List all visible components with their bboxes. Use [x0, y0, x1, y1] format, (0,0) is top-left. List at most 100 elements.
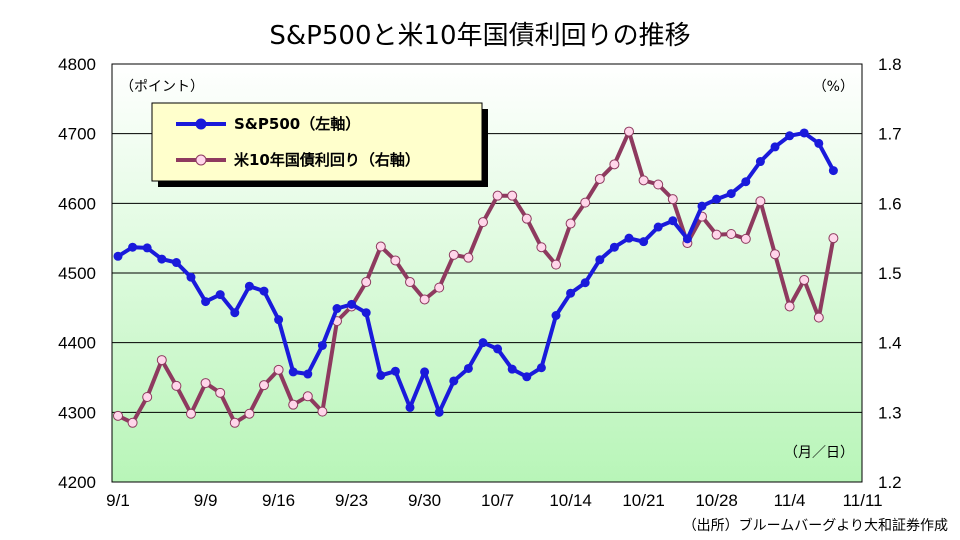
left-axis-ticks: 4200 4300 4400 4500 4600 4700 4800 [58, 55, 96, 492]
sp500-point [157, 254, 167, 264]
left-tick-label: 4300 [58, 403, 96, 422]
sp500-point [814, 138, 824, 148]
yield-point [288, 399, 299, 410]
yield-point [551, 259, 561, 270]
left-tick-label: 4400 [58, 334, 96, 353]
yield-point [580, 197, 591, 208]
x-axis-ticks: 9/1 9/9 9/16 9/23 9/30 10/7 10/14 10/21 10/28 11/… [106, 491, 882, 510]
right-axis-unit: （%） [813, 79, 854, 95]
yield-point [273, 364, 284, 375]
right-tick-label: 1.6 [878, 194, 902, 213]
yield-point [624, 126, 634, 137]
yield-point [434, 282, 445, 293]
right-tick-label: 1.3 [878, 403, 902, 422]
sp500-point [288, 367, 298, 377]
yield-point [171, 380, 182, 391]
yield-point [229, 417, 240, 428]
legend-label-yield: 米10年国債利回り（右軸） [234, 151, 420, 169]
legend-label-sp500: S&P500（左軸） [234, 115, 360, 133]
yield-point [813, 312, 824, 323]
right-tick-label: 1.2 [878, 473, 902, 492]
yield-point [740, 233, 751, 244]
x-tick-label: 9/30 [408, 491, 441, 510]
yield-point [259, 380, 269, 391]
left-tick-label: 4600 [58, 194, 96, 213]
yield-point [127, 417, 138, 428]
yield-point [828, 233, 839, 244]
x-tick-label: 10/28 [695, 491, 738, 510]
series-layer [113, 126, 839, 428]
x-tick-label: 9/9 [194, 491, 218, 510]
left-tick-label: 4200 [58, 473, 96, 492]
sp500-point [478, 338, 488, 348]
x-tick-label: 11/4 [774, 491, 806, 510]
yield-point [215, 387, 226, 398]
sp500-point [303, 369, 313, 379]
x-tick-label: 10/14 [549, 491, 592, 510]
sp500-point [653, 222, 663, 232]
left-tick-label: 4500 [58, 264, 96, 283]
sp500-point [376, 370, 386, 380]
sp500-point [142, 243, 152, 253]
yield-point [492, 190, 503, 201]
source-note: （出所）ブルームバーグより大和証券作成 [683, 517, 948, 534]
yield-point [317, 406, 328, 417]
sp500-point [799, 128, 809, 138]
sp500-point [595, 255, 605, 265]
yield-point [113, 410, 123, 421]
x-tick-label: 9/1 [106, 491, 130, 510]
sp500-point [420, 367, 430, 377]
sp500-point [741, 177, 751, 187]
sp500-point [609, 242, 619, 252]
yield-point [638, 175, 649, 186]
sp500-point [668, 216, 678, 226]
yield-point [244, 408, 255, 419]
legend: S&P500（左軸） 米10年国債利回り（右軸） [151, 102, 488, 187]
sp500-point [522, 372, 532, 382]
right-tick-label: 1.4 [878, 334, 902, 353]
yield-point [653, 179, 664, 190]
sp500-point [274, 315, 284, 325]
yield-point [390, 255, 401, 266]
series-sp500 [113, 128, 838, 417]
sp500-point [712, 194, 722, 204]
yield-point [200, 378, 211, 389]
x-tick-label: 9/16 [262, 491, 295, 510]
yield-point [156, 355, 167, 366]
yield-point [448, 249, 459, 260]
left-tick-label: 4800 [58, 55, 96, 74]
sp500-point [201, 297, 211, 307]
yield-point [186, 408, 196, 419]
sp500-point [244, 281, 254, 291]
yield-point [507, 190, 518, 201]
sp500-point [259, 286, 269, 296]
sp500-point [405, 402, 415, 412]
series-yield [113, 126, 839, 428]
sp500-point [551, 310, 561, 320]
sp500-point [785, 131, 795, 141]
yield-point [594, 173, 605, 184]
sp500-point [128, 242, 138, 252]
sp500-point [566, 288, 576, 298]
yield-point [375, 241, 386, 252]
yield-point [521, 213, 532, 224]
right-tick-label: 1.8 [878, 55, 902, 74]
sp500-point [390, 366, 400, 376]
right-axis-ticks: 1.2 1.3 1.4 1.5 1.6 1.7 1.8 [878, 55, 902, 492]
yield-point [711, 229, 722, 240]
sp500-point [828, 166, 838, 176]
yield-point [536, 242, 547, 253]
yield-point [609, 159, 620, 170]
sp500-point [434, 407, 444, 417]
sp500-point [463, 363, 473, 373]
sp500-point [507, 364, 517, 374]
chart-title: S&P500と米10年国債利回りの推移 [269, 21, 690, 51]
legend-box [151, 102, 483, 182]
sp500-point [113, 251, 123, 261]
right-tick-label: 1.5 [878, 264, 902, 283]
yield-point [302, 391, 313, 402]
sp500-point [449, 376, 459, 386]
yield-point [799, 274, 810, 285]
left-tick-label: 4700 [58, 125, 96, 144]
